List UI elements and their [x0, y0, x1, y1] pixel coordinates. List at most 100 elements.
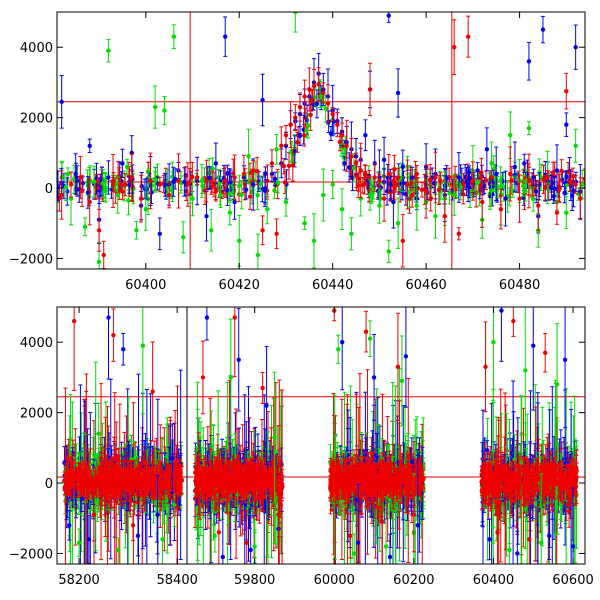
- top-data-point: [419, 182, 425, 198]
- top-data-point: [223, 16, 228, 57]
- top-data-point: [265, 194, 270, 225]
- top-data-point: [321, 168, 326, 222]
- top-data-point: [213, 142, 219, 185]
- top-data-point: [494, 146, 499, 202]
- top-data-point: [218, 182, 223, 208]
- top-data-point: [302, 79, 307, 114]
- top-data-point: [444, 165, 449, 192]
- top-data-point: [564, 72, 569, 110]
- top-data-point: [295, 131, 300, 153]
- top-data-point: [208, 209, 214, 252]
- top-data-point: [87, 178, 92, 226]
- top-y-tick-label: 0: [45, 182, 53, 197]
- top-data-point: [194, 169, 200, 186]
- top-data-point: [400, 214, 405, 268]
- top-data-point: [63, 172, 69, 202]
- top-data-point: [503, 170, 508, 227]
- top-data-point: [293, 12, 298, 33]
- top-data-point: [246, 128, 251, 184]
- top-data-point: [461, 172, 466, 197]
- top-data-point: [263, 166, 268, 181]
- top-data-point: [512, 141, 518, 193]
- top-data-point: [321, 82, 326, 104]
- top-data-point: [232, 154, 237, 201]
- top-data-point: [541, 164, 546, 194]
- top-data-point: [59, 170, 64, 220]
- top-data-point: [351, 153, 357, 183]
- top-data-point: [100, 169, 106, 198]
- top-data-point: [213, 181, 219, 202]
- top-data-point: [573, 128, 578, 163]
- top-data-point: [342, 155, 347, 171]
- top-x-tick-label: 60440: [312, 278, 353, 293]
- top-data-point: [367, 179, 373, 211]
- top-data-point: [325, 84, 331, 123]
- top-data-point: [349, 217, 354, 251]
- bottom-x-tick-label: 59800: [234, 573, 275, 588]
- top-data-point: [433, 151, 438, 204]
- top-data-point: [559, 159, 564, 183]
- top-data-point: [57, 170, 61, 202]
- top-data-point: [573, 175, 578, 194]
- top-data-point: [349, 138, 354, 175]
- top-data-point: [328, 125, 334, 142]
- top-data-point: [260, 215, 265, 246]
- top-data-point: [106, 38, 111, 63]
- top-data-point: [470, 161, 476, 201]
- top-data-point: [451, 174, 457, 216]
- bottom-y-tick-label: 2000: [20, 407, 53, 422]
- top-data-point: [554, 200, 560, 225]
- top-data-point: [138, 174, 144, 223]
- top-data-point: [239, 179, 244, 210]
- top-data-point: [143, 187, 148, 231]
- top-data-point: [363, 119, 368, 152]
- bottom-y-tick-label: −2000: [9, 547, 53, 562]
- top-data-point: [567, 173, 573, 192]
- top-data-point: [536, 180, 541, 232]
- top-data-point: [103, 172, 108, 187]
- top-x-tick-label: 60400: [125, 278, 166, 293]
- top-data-point: [339, 188, 345, 230]
- top-data-point: [531, 168, 536, 187]
- top-data-point: [363, 165, 368, 183]
- top-data-point: [258, 175, 263, 192]
- bottom-y-tick-label: 4000: [20, 336, 53, 351]
- top-data-point: [225, 174, 230, 206]
- top-data-point: [508, 146, 513, 202]
- top-data-point: [386, 12, 391, 23]
- top-panel: −2000 0 2000 4000 60400 60420 60440 60460 60480: [9, 11, 586, 293]
- top-data-point: [162, 96, 167, 126]
- top-data-point: [447, 182, 452, 205]
- top-data-point: [442, 189, 448, 243]
- top-data-point: [353, 152, 359, 175]
- top-data-point: [344, 119, 349, 172]
- top-data-point: [347, 152, 352, 183]
- top-data-point: [297, 92, 303, 122]
- top-data-point: [82, 217, 88, 237]
- top-data-point: [573, 24, 578, 70]
- top-data-point: [120, 183, 125, 200]
- top-data-point: [517, 174, 522, 223]
- top-data-point: [171, 24, 177, 50]
- top-data-point: [377, 173, 382, 189]
- top-data-point: [391, 168, 396, 194]
- top-data-point: [456, 227, 462, 241]
- top-data-point: [358, 142, 363, 199]
- top-data-point: [120, 148, 125, 179]
- top-data-point: [274, 218, 279, 250]
- top-data-point: [451, 19, 457, 76]
- top-data-point: [269, 149, 275, 178]
- top-data-point: [152, 85, 158, 129]
- top-data-point: [237, 174, 242, 196]
- top-data-point: [414, 165, 419, 183]
- top-data-point: [260, 73, 265, 127]
- top-data-point: [115, 176, 120, 214]
- top-data-point: [96, 208, 102, 252]
- top-data-point: [475, 162, 480, 179]
- top-data-point: [395, 167, 401, 188]
- bottom-x-tick-label: 60600: [552, 573, 593, 588]
- top-data-point: [78, 156, 83, 199]
- top-y-tick-label: 4000: [20, 41, 53, 56]
- top-data-point: [409, 182, 415, 208]
